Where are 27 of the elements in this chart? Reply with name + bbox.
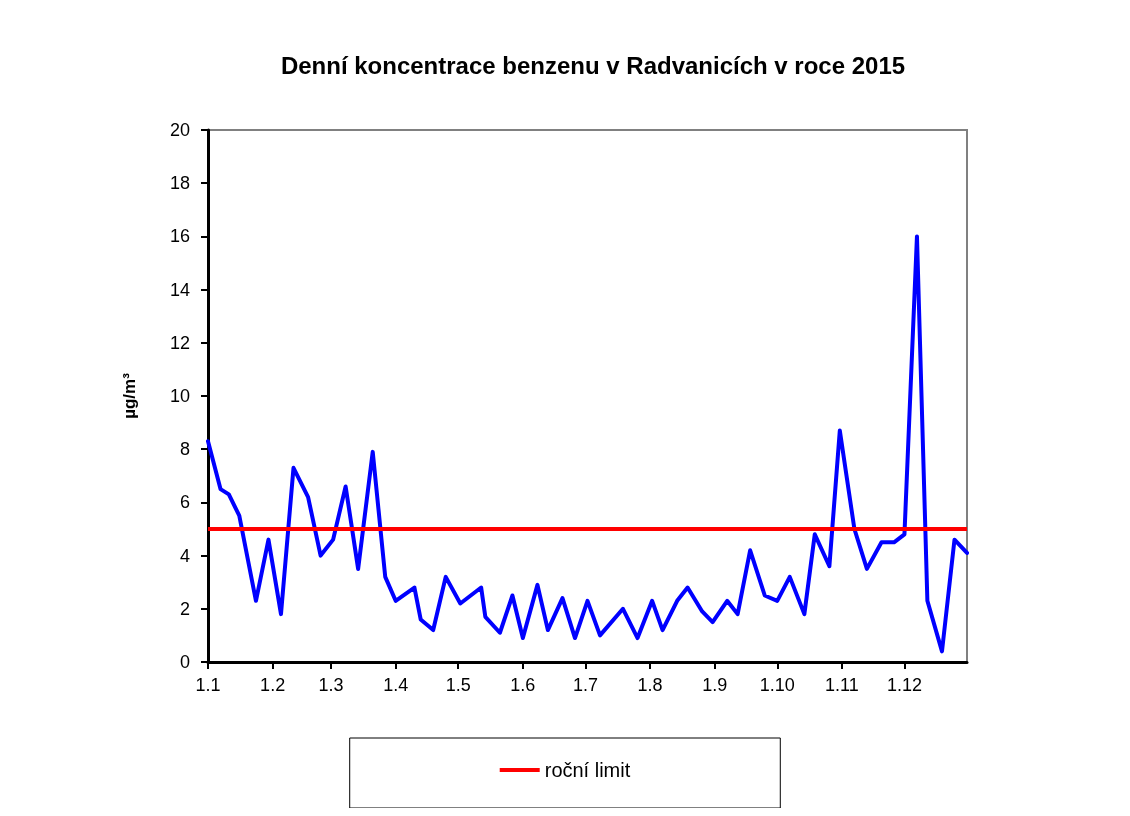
x-tick-label: 1.6: [510, 675, 536, 695]
x-tick-label: 1.1: [195, 675, 221, 695]
legend-label: roční limit: [544, 759, 631, 781]
y-tick-label: 4: [179, 545, 190, 566]
y-axis-title: µg/m³: [120, 372, 139, 419]
y-tick-label: 6: [179, 492, 190, 513]
y-tick-label: 20: [169, 120, 190, 140]
x-tick-label: 1.4: [383, 675, 409, 695]
y-tick-label: 14: [169, 279, 190, 300]
x-tick-label: 1.10: [759, 675, 795, 695]
x-tick-label: 1.7: [572, 675, 598, 695]
x-tick-label: 1.2: [260, 675, 286, 695]
line-series: [206, 234, 969, 654]
chart-title: Denní koncentrace benzenu v Radvanicích v roce 2015: [280, 51, 906, 79]
x-tick-label: 1.11: [825, 675, 859, 695]
y-tick-label: 0: [179, 652, 190, 672]
x-tick-label: 1.12: [886, 675, 922, 695]
x-tick-label: 1.5: [445, 675, 471, 695]
y-tick-label: 18: [169, 173, 190, 194]
y-tick-label: 10: [169, 386, 190, 406]
x-tick-label: 1.9: [702, 675, 728, 695]
x-tick-label: 1.8: [637, 675, 663, 695]
y-tick-label: 2: [179, 598, 190, 619]
y-tick-label: 16: [169, 226, 190, 247]
x-tick-label: 1.3: [318, 675, 344, 695]
y-tick-label: 12: [169, 332, 190, 353]
y-tick-label: 8: [179, 439, 190, 460]
